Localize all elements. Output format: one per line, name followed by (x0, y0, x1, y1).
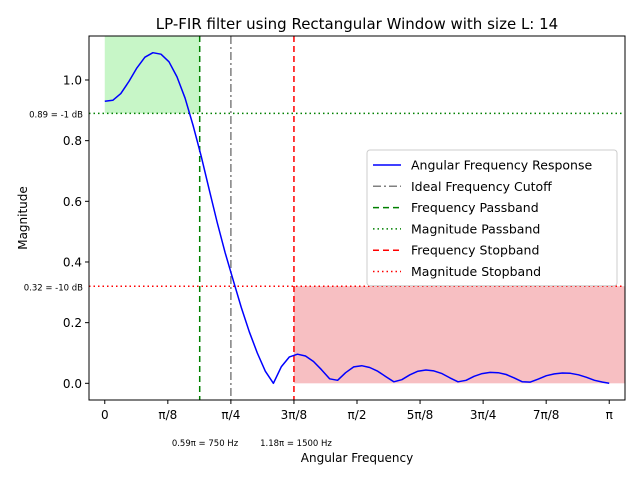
series-layer (104, 51, 610, 385)
shaded-region-2 (293, 286, 625, 384)
x-tick-label-4: 3π/8 (281, 408, 308, 422)
passband-frequency-annotation: 0.59π = 750 Hz (172, 439, 239, 449)
y-axis-ticks: 0.0 0.2 0.4 0.6 0.8 1.0 (63, 73, 89, 391)
legend-label-2: Ideal Frequency Cutoff (411, 179, 552, 194)
y-tick-label-1: 0.0 (63, 377, 82, 391)
x-tick-label-6: 5π/8 (407, 408, 434, 422)
y-tick-label-3: 0.4 (63, 255, 82, 269)
x-axis-ticks: 0 π/8 π/4 3π/8 π/2 5π/8 3π/4 7π/8 π (101, 400, 613, 422)
x-tick-label-8: 7π/8 (533, 408, 560, 422)
x-tick-label-3: π/4 (221, 408, 240, 422)
y-tick-label-2: 0.2 (63, 316, 82, 330)
x-tick-label-5: π/2 (348, 408, 367, 422)
y-axis-label: Magnitude (16, 186, 30, 250)
legend-label-6: Magnitude Stopband (411, 264, 541, 279)
legend-label-4: Magnitude Passband (411, 221, 540, 236)
x-tick-label-1: 0 (101, 408, 109, 422)
stopband-magnitude-annotation: 0.32 = -10 dB (24, 284, 83, 294)
legend: Angular Frequency Response Ideal Frequenc… (366, 149, 618, 287)
shaded-region-1 (104, 36, 200, 114)
stopband-frequency-annotation: 1.18π = 1500 Hz (260, 439, 332, 449)
legend-label-3: Frequency Passband (411, 200, 539, 215)
x-tick-label-7: 3π/4 (470, 408, 497, 422)
x-axis-label: Angular Frequency (301, 451, 413, 465)
legend-label-1: Angular Frequency Response (411, 158, 592, 173)
shaded-regions (104, 36, 625, 384)
x-tick-label-9: π (606, 408, 613, 422)
annotations: 0.89 = -1 dB 0.32 = -10 dB 0.59π = 750 H… (24, 111, 333, 450)
chart-title: LP-FIR filter using Rectangular Window w… (156, 15, 558, 33)
y-tick-label-4: 0.6 (63, 195, 82, 209)
y-tick-label-6: 1.0 (63, 73, 82, 87)
legend-label-5: Frequency Stopband (411, 243, 539, 258)
passband-magnitude-annotation: 0.89 = -1 dB (29, 111, 83, 121)
series-line-1 (104, 51, 610, 385)
legend-box (366, 149, 618, 287)
y-tick-label-5: 0.8 (63, 134, 82, 148)
x-tick-label-2: π/8 (158, 408, 177, 422)
